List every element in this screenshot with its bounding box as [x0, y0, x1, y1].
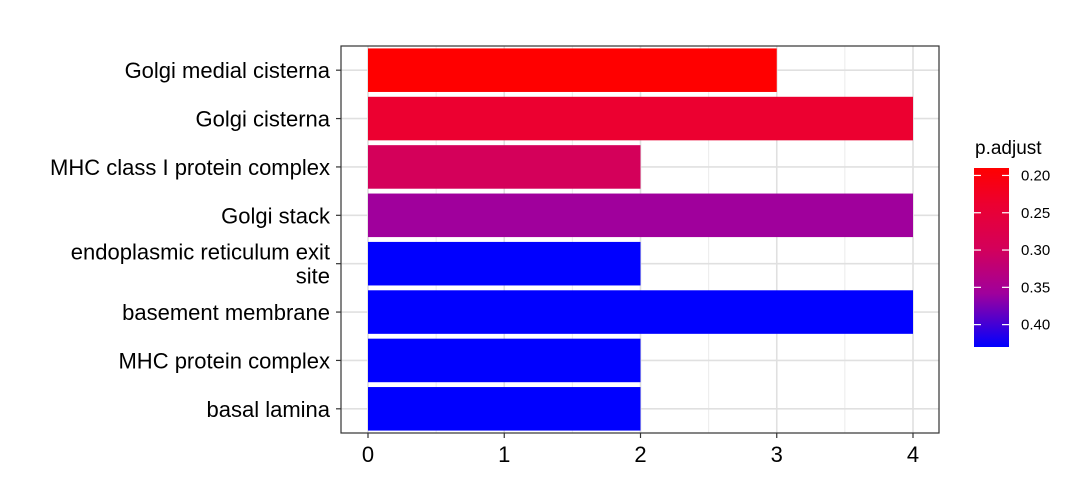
y-axis-labels: Golgi medial cisterna Golgi cisterna MHC c…: [50, 58, 341, 422]
bar: [368, 193, 913, 238]
bar: [368, 145, 641, 189]
legend-tick-label: 0.30: [1021, 242, 1050, 259]
bar: [368, 96, 913, 141]
bars: [340, 45, 940, 434]
bar: [368, 241, 641, 286]
x-axis: 0 1 2 3 4: [362, 433, 919, 467]
x-tick-label: 0: [362, 442, 374, 467]
x-tick-label: 3: [771, 442, 783, 467]
bar: [368, 48, 777, 92]
legend-tick-label: 0.35: [1021, 279, 1050, 296]
category-label: basal lamina: [206, 397, 330, 422]
category-label: endoplasmic reticulum exit: [71, 240, 330, 265]
category-label: Golgi stack: [221, 203, 331, 228]
legend-colorbar: [974, 168, 1009, 347]
category-label: MHC class I protein complex: [50, 155, 330, 180]
bar: [368, 387, 641, 431]
x-tick-label: 2: [634, 442, 646, 467]
category-label: MHC protein complex: [118, 348, 330, 373]
bar: [368, 338, 641, 383]
legend-tick-label: 0.20: [1021, 167, 1050, 184]
legend-tick-label: 0.40: [1021, 317, 1050, 334]
legend-tick-label: 0.25: [1021, 205, 1050, 222]
bar: [368, 290, 913, 334]
x-tick-label: 4: [907, 442, 919, 467]
category-label: Golgi medial cisterna: [125, 58, 331, 83]
legend: p.adjust 0.20 0.25 0.30 0.35 0.40: [974, 138, 1050, 347]
category-label: basement membrane: [122, 300, 330, 325]
legend-title: p.adjust: [975, 138, 1042, 159]
x-tick-label: 1: [498, 442, 510, 467]
category-label: Golgi cisterna: [195, 107, 330, 132]
category-label: site: [296, 264, 330, 289]
